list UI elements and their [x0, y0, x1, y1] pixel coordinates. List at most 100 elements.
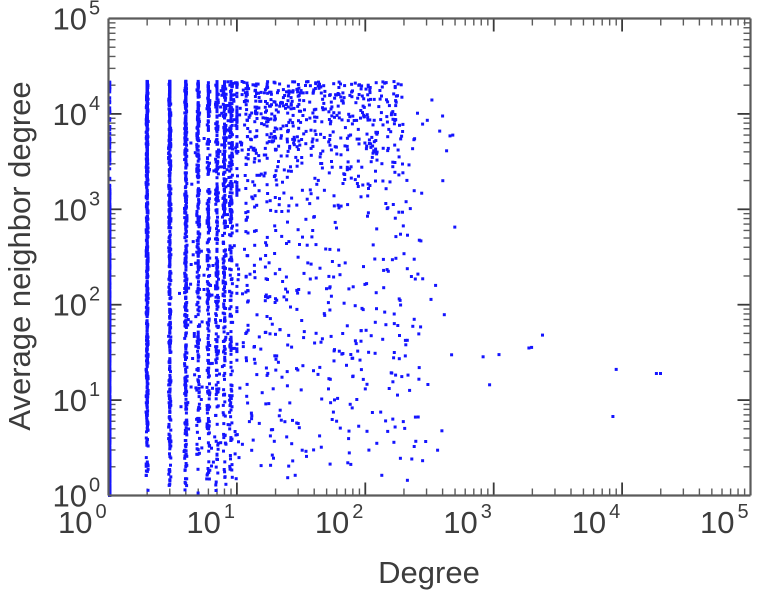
data-point — [310, 235, 314, 239]
data-point — [167, 277, 171, 281]
data-point — [244, 187, 248, 190]
data-point — [184, 159, 188, 163]
data-point — [184, 281, 188, 285]
data-point — [214, 271, 218, 275]
data-point — [401, 420, 405, 424]
data-point — [341, 99, 345, 103]
data-point — [108, 219, 112, 223]
data-point — [382, 286, 386, 290]
data-point — [228, 338, 232, 341]
data-point — [286, 476, 290, 480]
data-point — [168, 288, 172, 292]
data-point — [405, 178, 409, 182]
data-point — [390, 371, 394, 375]
data-point — [169, 102, 173, 106]
data-point — [197, 122, 201, 126]
data-point — [206, 81, 210, 85]
data-point — [183, 139, 187, 143]
data-point — [196, 180, 200, 184]
data-point — [233, 430, 237, 433]
data-point — [183, 257, 187, 261]
data-point — [215, 130, 219, 134]
data-point — [145, 246, 148, 250]
data-point — [195, 447, 199, 451]
data-point — [361, 111, 364, 115]
data-point — [168, 190, 172, 194]
data-point — [419, 325, 423, 329]
data-point — [194, 261, 198, 265]
data-point — [240, 93, 244, 97]
data-point — [234, 81, 237, 85]
data-point — [169, 279, 173, 282]
data-point — [343, 126, 347, 130]
data-point — [184, 115, 188, 119]
data-point — [167, 360, 171, 364]
data-point — [168, 364, 172, 368]
data-point — [235, 223, 239, 227]
data-point — [215, 258, 219, 262]
data-point — [206, 119, 210, 123]
data-point — [167, 185, 171, 189]
data-point — [375, 441, 379, 445]
data-point — [146, 256, 150, 260]
data-point — [168, 410, 172, 414]
data-point — [183, 279, 187, 283]
data-point — [235, 91, 239, 95]
data-point — [289, 165, 292, 169]
data-point — [214, 397, 218, 401]
data-point — [371, 151, 375, 155]
data-point — [290, 442, 294, 446]
data-point — [197, 139, 201, 142]
data-point — [282, 191, 286, 195]
data-point — [224, 112, 228, 116]
data-point — [195, 163, 199, 167]
data-point — [307, 291, 311, 295]
data-point — [189, 320, 193, 324]
data-point — [332, 111, 336, 115]
data-point — [238, 113, 242, 117]
data-point — [224, 200, 228, 204]
data-point — [184, 91, 188, 95]
data-point — [305, 454, 308, 458]
data-point — [108, 397, 112, 401]
data-point — [372, 149, 376, 153]
data-point — [279, 418, 283, 422]
data-point — [183, 291, 187, 294]
data-point — [246, 118, 249, 122]
data-point — [254, 99, 258, 103]
data-point — [199, 398, 203, 401]
data-point — [108, 244, 112, 248]
data-point — [372, 97, 376, 101]
data-point — [169, 444, 173, 448]
data-point — [273, 173, 277, 177]
data-point — [333, 115, 336, 119]
data-point — [208, 393, 211, 397]
data-point — [317, 86, 321, 90]
data-point — [399, 83, 403, 87]
data-point — [253, 243, 257, 247]
x-tick-label: 10 2 — [315, 501, 364, 540]
data-point — [251, 438, 255, 442]
data-point — [108, 461, 112, 465]
data-point — [366, 118, 370, 122]
data-point — [215, 266, 219, 270]
data-point — [356, 127, 360, 131]
data-point — [234, 146, 238, 150]
data-point — [146, 293, 150, 297]
data-point — [386, 135, 390, 139]
data-point — [108, 141, 112, 145]
data-point — [222, 413, 226, 417]
data-point — [260, 122, 264, 126]
data-point — [215, 241, 219, 245]
data-point — [229, 401, 233, 405]
data-point — [195, 137, 199, 141]
data-point — [223, 219, 227, 223]
data-point — [255, 117, 259, 120]
data-point — [322, 188, 326, 192]
data-point — [254, 148, 257, 152]
data-point — [235, 342, 239, 346]
data-point — [441, 114, 445, 118]
data-point — [184, 249, 188, 253]
data-point — [411, 324, 415, 328]
data-point — [215, 373, 219, 377]
